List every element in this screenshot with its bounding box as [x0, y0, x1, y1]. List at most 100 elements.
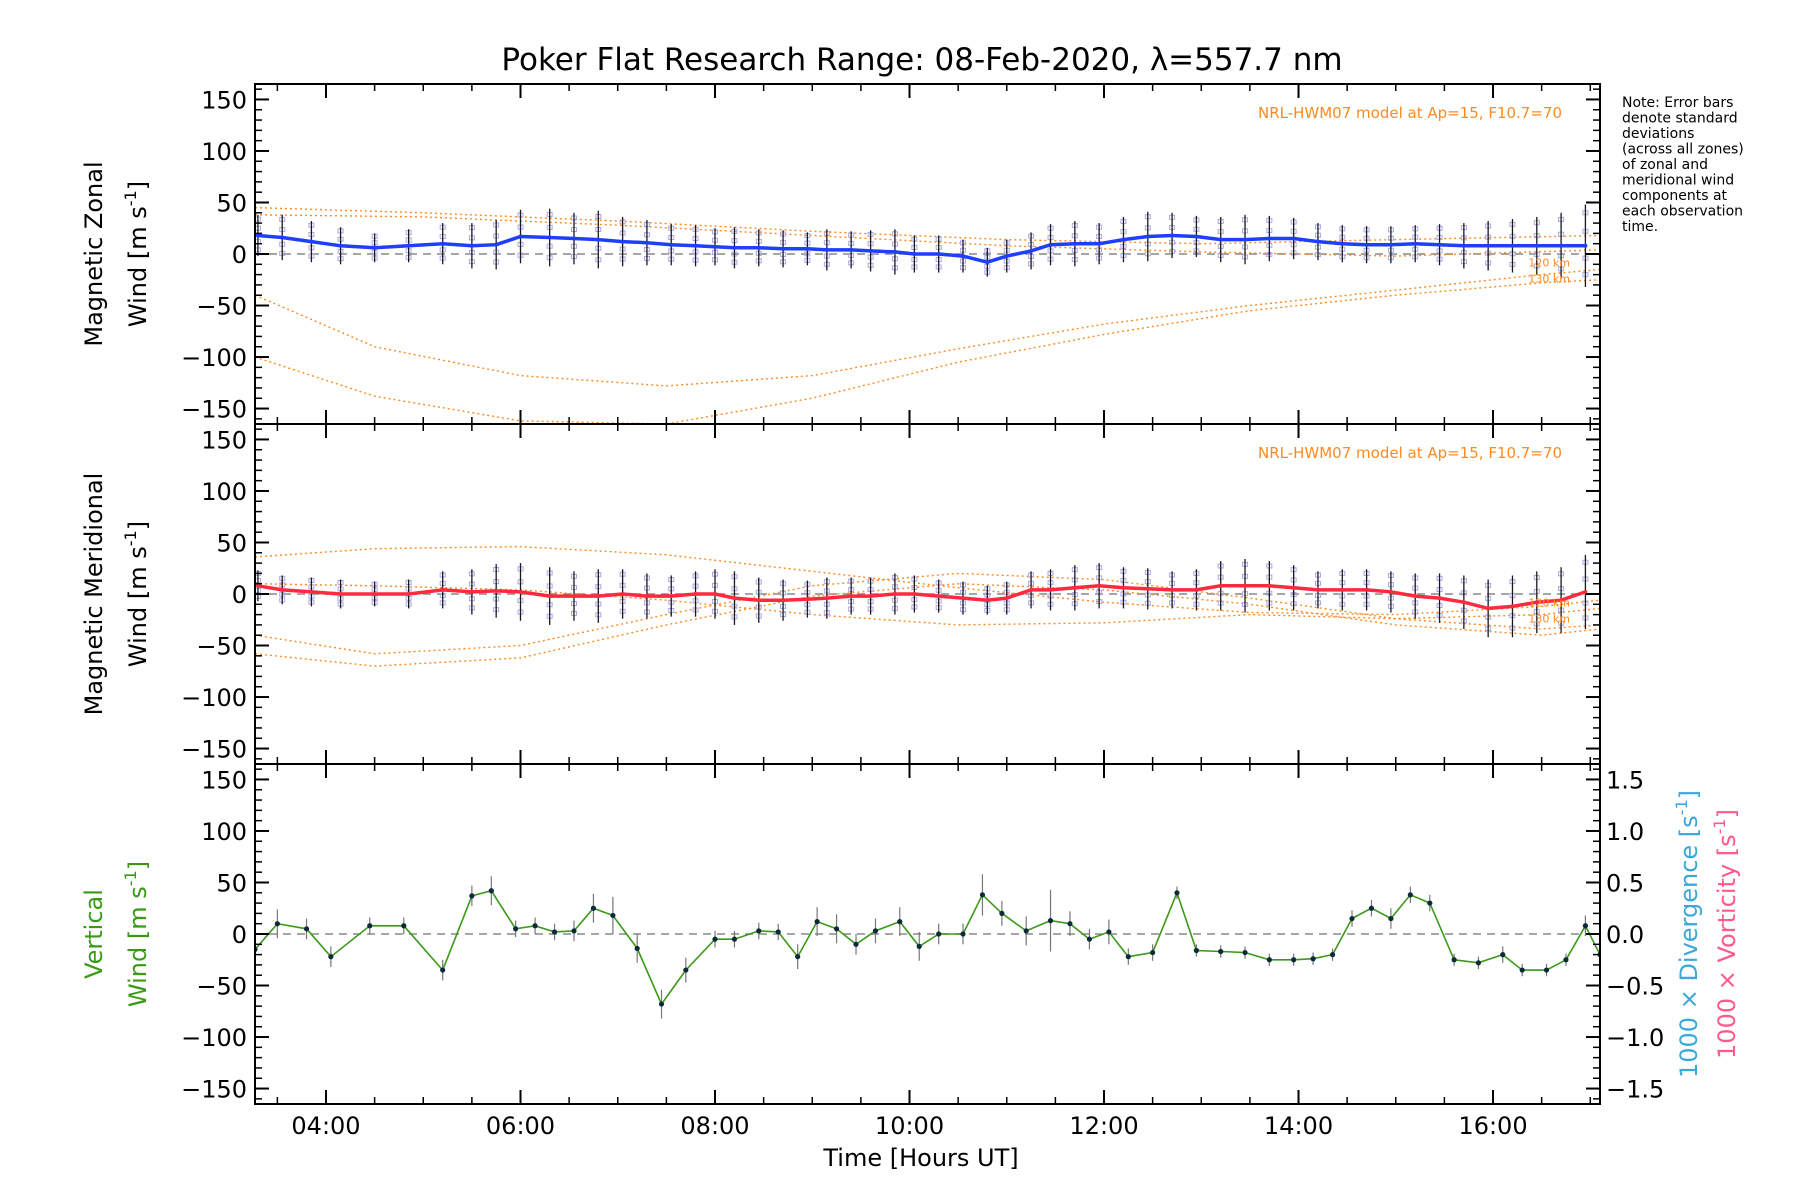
data-point — [1368, 905, 1375, 911]
meridional-wind-panel: −150 −100 −50 0 50 100 150 NRL-HWM07 model at A… — [80, 423, 1601, 765]
y-axis-unit-sup: -1 — [121, 530, 140, 546]
data-point — [1267, 236, 1272, 241]
data-point — [610, 912, 616, 919]
y-axis-unit-sup: -1 — [121, 870, 140, 886]
x-tick-label: 10:00 — [875, 1112, 944, 1140]
data-point — [849, 247, 854, 252]
data-point — [1004, 254, 1009, 259]
model-curve-130-km — [255, 279, 1600, 424]
right-y-tick-label: −0.5 — [1606, 973, 1664, 1001]
x-tick-label: 06:00 — [486, 1112, 555, 1140]
data-point — [280, 235, 285, 240]
data-point — [1242, 949, 1248, 956]
right-y-tick-label: 1.0 — [1606, 818, 1644, 846]
y-tick-label: 0 — [232, 241, 247, 269]
data-point — [518, 589, 523, 594]
data-point — [781, 598, 786, 603]
data-point — [547, 594, 552, 599]
data-point — [916, 943, 922, 949]
y-axis-label-line2: Wind [m s-1] — [121, 181, 152, 327]
series-line — [257, 233, 1586, 265]
data-point — [255, 233, 260, 238]
data-point — [1329, 952, 1336, 958]
data-point — [469, 243, 474, 248]
data-point — [1510, 243, 1515, 248]
data-point — [532, 923, 538, 929]
data-point — [1174, 890, 1180, 896]
data-point — [683, 967, 689, 973]
data-point — [960, 254, 965, 259]
model-curve-upper-1 — [255, 545, 1600, 616]
data-point — [571, 594, 576, 599]
right-y-tick-label: 1.5 — [1606, 766, 1644, 794]
y-tick-label: −50 — [196, 973, 247, 1001]
data-point — [732, 596, 737, 601]
data-point — [1145, 234, 1150, 239]
data-point — [338, 243, 343, 248]
data-point — [1563, 957, 1569, 963]
data-point — [1291, 236, 1296, 241]
y-tick-label: 0 — [232, 921, 247, 949]
data-point — [1170, 233, 1175, 238]
data-point — [1583, 589, 1588, 594]
data-point — [1086, 936, 1093, 942]
data-point — [756, 245, 761, 250]
data-point — [1315, 587, 1320, 592]
data-point — [551, 929, 558, 935]
data-point — [401, 923, 407, 929]
model-height-tag: 130 km — [1528, 612, 1570, 625]
data-point — [1097, 241, 1102, 246]
data-point — [1461, 600, 1466, 605]
data-point — [795, 954, 801, 960]
note-line: denote standard — [1622, 111, 1738, 127]
data-point — [912, 252, 917, 256]
y-axis-label-line1: Magnetic Zonal — [80, 161, 108, 346]
data-point — [1023, 928, 1029, 934]
x-tick-label: 12:00 — [1069, 1112, 1138, 1140]
data-point — [1559, 598, 1564, 603]
y-tick-label: 100 — [201, 138, 247, 166]
model-annotation: NRL-HWM07 model at Ap=15, F10.7=70 — [1258, 444, 1562, 462]
data-point — [824, 247, 829, 252]
plot-area — [255, 204, 1600, 424]
data-point — [853, 941, 859, 947]
data-point — [805, 597, 810, 602]
data-point — [1047, 918, 1054, 924]
data-point — [644, 240, 649, 245]
data-point — [1413, 241, 1418, 246]
data-point — [868, 594, 873, 599]
y-tick-label: 100 — [201, 818, 247, 846]
data-point — [669, 242, 674, 247]
chart-title: Poker Flat Research Range: 08-Feb-2020, … — [501, 42, 1342, 78]
data-point — [440, 587, 445, 592]
y-tick-label: −100 — [181, 344, 247, 372]
data-point — [897, 919, 903, 925]
x-tick-label: 14:00 — [1264, 1112, 1333, 1140]
data-point — [1315, 239, 1320, 244]
data-point — [440, 241, 445, 246]
data-point — [756, 928, 762, 934]
data-point — [1364, 242, 1369, 247]
data-point — [1072, 585, 1077, 590]
data-point — [571, 236, 576, 241]
y-tick-label: −100 — [181, 1024, 247, 1052]
y-axis-unit-close: ] — [124, 181, 152, 190]
data-point — [1194, 234, 1199, 239]
data-point — [960, 596, 965, 601]
plot-area — [255, 545, 1600, 667]
data-point — [1048, 587, 1053, 592]
data-point — [849, 594, 854, 599]
data-point — [693, 592, 698, 596]
y-tick-label: 150 — [201, 86, 247, 114]
note-line: deviations — [1622, 126, 1694, 142]
data-point — [634, 945, 640, 952]
data-point — [1340, 241, 1345, 246]
data-point — [547, 235, 552, 240]
data-point — [1340, 587, 1345, 592]
model-height-tag: 120 km — [1528, 596, 1570, 609]
x-tick-label: 08:00 — [680, 1112, 749, 1140]
data-point — [469, 589, 474, 594]
data-point — [912, 592, 917, 596]
data-point — [669, 594, 674, 599]
data-point — [1437, 242, 1442, 247]
